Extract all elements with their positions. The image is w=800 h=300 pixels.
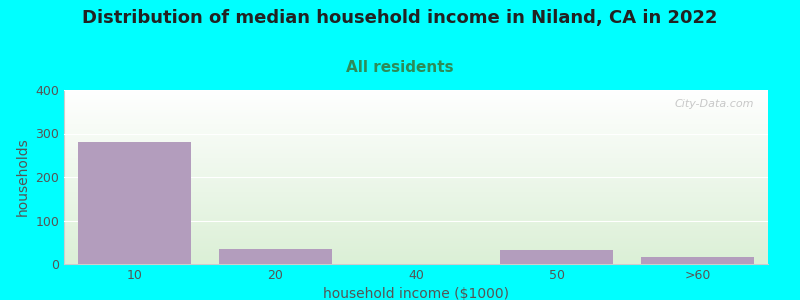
- Text: City-Data.com: City-Data.com: [674, 99, 754, 109]
- Text: Distribution of median household income in Niland, CA in 2022: Distribution of median household income …: [82, 9, 718, 27]
- Text: All residents: All residents: [346, 60, 454, 75]
- Y-axis label: households: households: [16, 138, 30, 216]
- Bar: [219, 249, 331, 264]
- X-axis label: household income ($1000): household income ($1000): [323, 287, 509, 300]
- Bar: [642, 257, 754, 264]
- Bar: [501, 250, 613, 264]
- Bar: [78, 142, 190, 264]
